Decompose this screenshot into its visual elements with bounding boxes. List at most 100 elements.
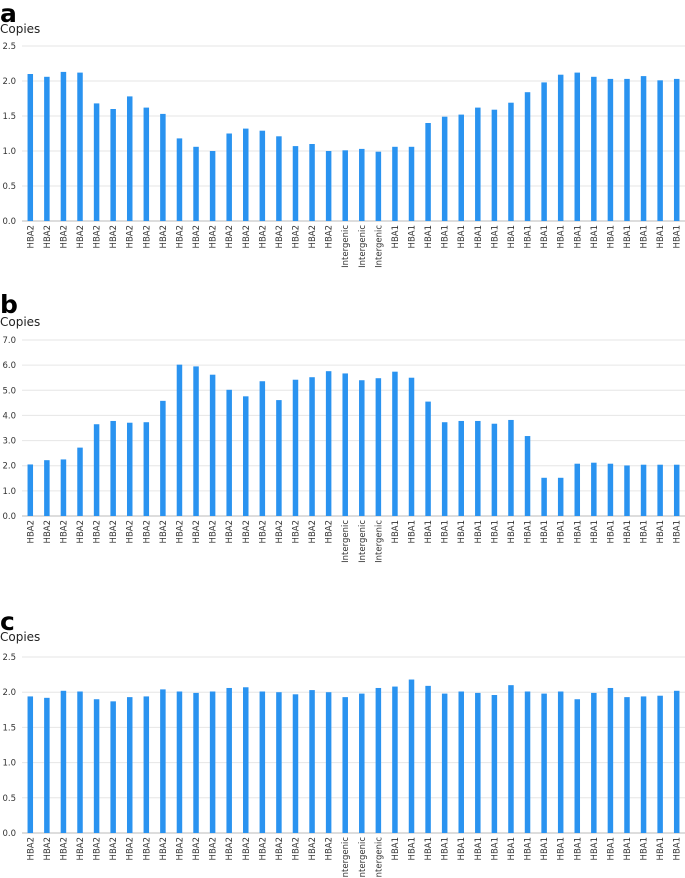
bar — [640, 696, 647, 833]
x-tick-label: HBA1 — [590, 837, 600, 860]
bar — [325, 692, 332, 833]
bar — [508, 419, 514, 516]
bar — [243, 128, 249, 221]
x-tick-label: HBA1 — [524, 837, 534, 860]
bar — [259, 130, 266, 221]
bar — [458, 114, 464, 221]
bar — [143, 422, 150, 516]
x-tick-label: HBA2 — [209, 225, 219, 248]
bar — [27, 464, 34, 516]
bar — [640, 76, 647, 221]
x-tick-label: HBA2 — [242, 837, 252, 860]
bar — [342, 697, 348, 833]
x-tick-label: HBA2 — [59, 520, 69, 543]
x-tick-label: HBA2 — [275, 225, 285, 248]
bar — [624, 465, 630, 516]
bar — [126, 422, 133, 516]
x-tick-label: HBA2 — [291, 225, 301, 248]
y-tick-label: 0.5 — [2, 794, 16, 804]
x-tick-label: Intergenic — [374, 225, 384, 268]
y-tick-label: 2.5 — [2, 653, 16, 663]
bar — [259, 381, 266, 516]
x-tick-label: HBA1 — [507, 520, 517, 543]
x-tick-label: HBA2 — [76, 837, 86, 860]
x-tick-label: HBA2 — [93, 520, 103, 543]
x-tick-label: HBA1 — [408, 837, 418, 860]
x-tick-label: HBA1 — [640, 520, 650, 543]
bar — [607, 687, 614, 833]
x-tick-label: HBA1 — [606, 225, 616, 248]
bar — [325, 151, 332, 221]
bar — [557, 74, 564, 221]
x-tick-label: HBA2 — [109, 225, 119, 248]
bar — [441, 422, 448, 516]
bar — [193, 146, 199, 221]
x-tick-label: HBA2 — [291, 837, 301, 860]
bar — [375, 378, 382, 516]
x-tick-label: HBA1 — [507, 225, 517, 248]
x-tick-label: HBA1 — [656, 520, 666, 543]
bar — [375, 687, 382, 833]
bar — [110, 420, 116, 516]
x-tick-label: HBA2 — [258, 225, 268, 248]
bar — [44, 76, 50, 221]
x-tick-label: HBA2 — [59, 225, 69, 248]
y-tick-label: 1.0 — [2, 147, 16, 157]
x-tick-label: HBA2 — [159, 520, 169, 543]
x-tick-label: HBA2 — [308, 520, 318, 543]
x-tick-label: HBA2 — [142, 225, 152, 248]
bar — [359, 693, 365, 833]
bar — [193, 366, 199, 516]
bar — [375, 151, 382, 221]
x-tick-label: HBA2 — [26, 837, 36, 860]
bar — [325, 371, 332, 516]
bar — [77, 447, 83, 516]
x-tick-label: HBA2 — [126, 837, 136, 860]
bar — [657, 80, 663, 221]
bar — [276, 400, 282, 516]
bar — [524, 691, 531, 833]
y-tick-label: 0.0 — [2, 512, 16, 522]
bar — [458, 691, 464, 833]
bar — [126, 96, 133, 221]
y-tick-label: 2.0 — [2, 688, 16, 698]
x-tick-label: HBA1 — [490, 837, 500, 860]
bar — [93, 699, 100, 833]
y-axis-label: Copies — [0, 22, 40, 36]
y-tick-label: 0.5 — [2, 182, 16, 192]
x-tick-label: HBA1 — [656, 225, 666, 248]
x-tick-label: HBA1 — [490, 225, 500, 248]
x-tick-label: HBA2 — [59, 837, 69, 860]
bar — [209, 691, 216, 833]
y-tick-label: 7.0 — [2, 336, 16, 346]
bar — [60, 459, 67, 516]
y-axis-label: Copies — [0, 315, 40, 329]
x-tick-label: HBA2 — [126, 520, 136, 543]
x-tick-label: HBA1 — [441, 520, 451, 543]
bar — [541, 477, 547, 516]
bar — [126, 697, 133, 833]
x-tick-label: HBA1 — [573, 837, 583, 860]
bar — [259, 691, 266, 833]
x-tick-label: HBA1 — [590, 520, 600, 543]
x-tick-label: HBA1 — [441, 225, 451, 248]
x-tick-label: HBA2 — [275, 837, 285, 860]
x-tick-label: HBA1 — [673, 520, 683, 543]
x-tick-label: HBA1 — [524, 225, 534, 248]
bar — [624, 697, 630, 833]
x-tick-label: HBA2 — [325, 837, 335, 860]
x-tick-label: HBA1 — [640, 837, 650, 860]
bar — [359, 380, 365, 516]
x-tick-label: HBA2 — [192, 520, 202, 543]
bar — [607, 78, 614, 222]
bar — [309, 144, 315, 221]
bar — [408, 146, 415, 221]
bar — [292, 379, 299, 516]
bar — [657, 464, 663, 516]
x-tick-label: HBA1 — [606, 520, 616, 543]
x-tick-label: HBA1 — [557, 520, 567, 543]
bar — [392, 686, 398, 833]
x-tick-label: HBA2 — [258, 837, 268, 860]
y-tick-label: 1.0 — [2, 487, 16, 497]
